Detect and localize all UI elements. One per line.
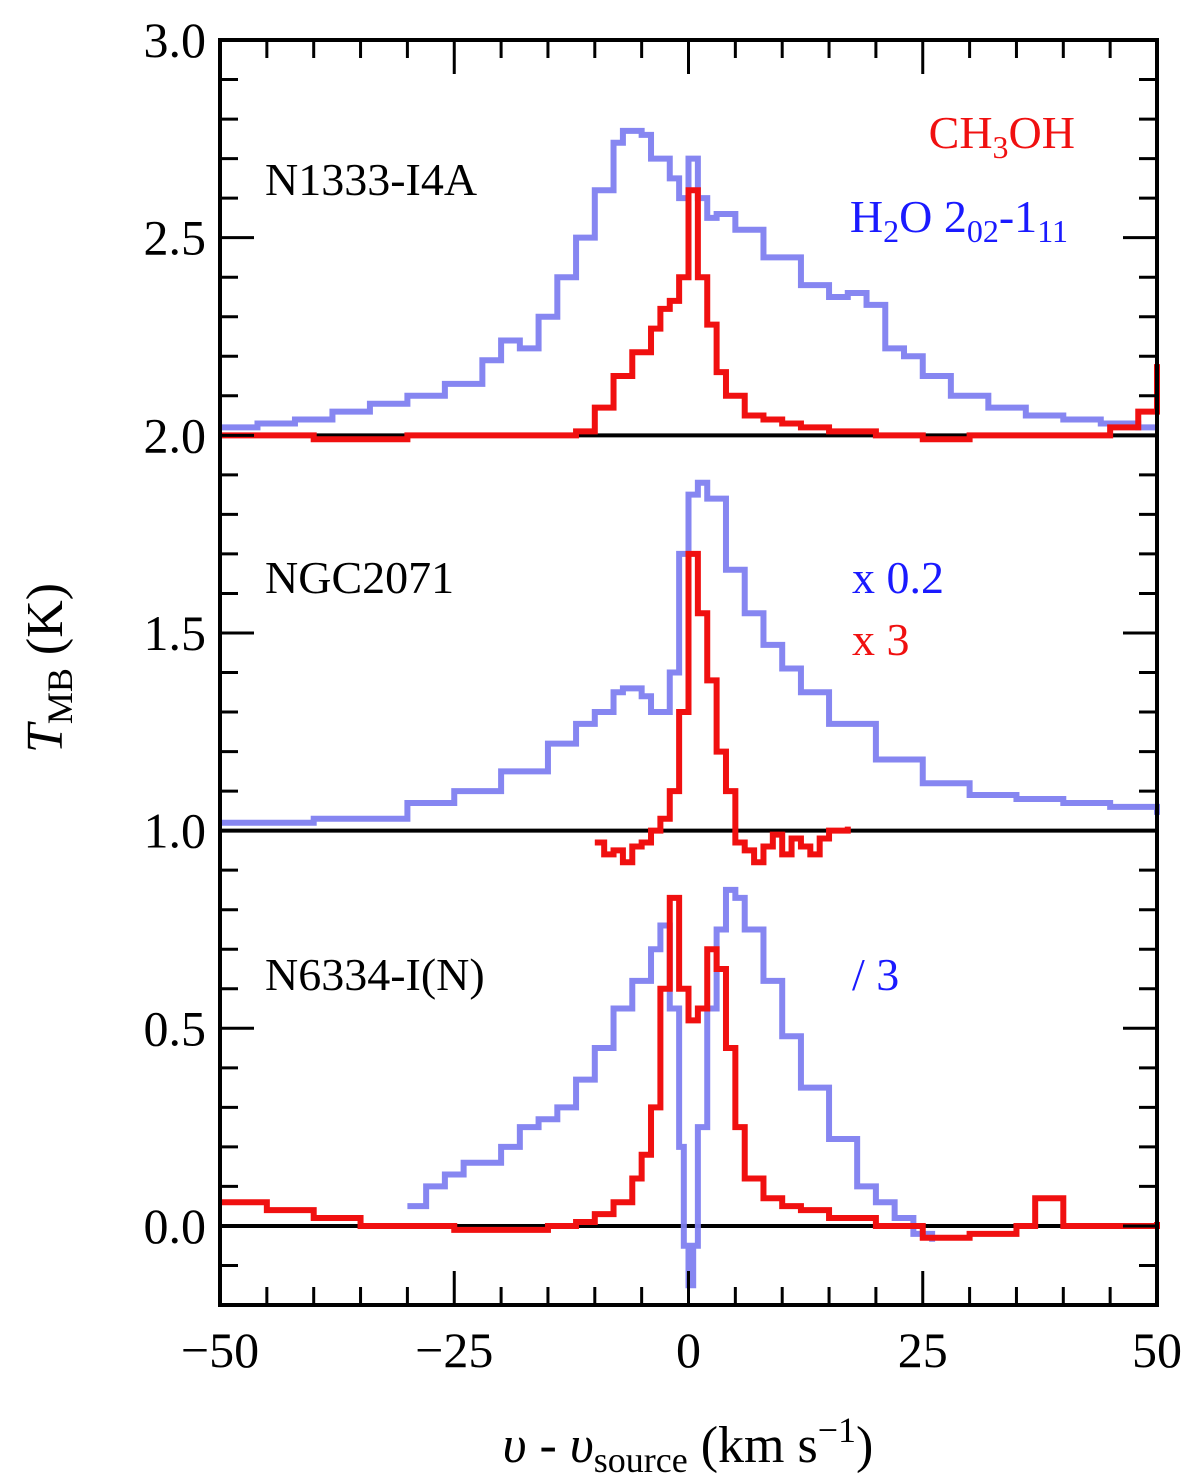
- legend-h2o: H2O 202-111: [850, 191, 1068, 249]
- x-axis-title-close: ): [856, 1417, 873, 1474]
- legend-ch3oh-a: CH: [929, 107, 993, 158]
- legend-h2o-b: O 2: [899, 191, 967, 242]
- series-1-h2o: [220, 479, 1160, 826]
- x-axis-title-unit: (km s: [688, 1417, 818, 1474]
- y-axis-title-main: T: [17, 721, 74, 753]
- series-0-h2o: [220, 127, 1157, 431]
- x-axis-title-sub: source: [594, 1440, 688, 1480]
- legend-h2o-sub3: 11: [1037, 213, 1068, 249]
- x-tick-label: 25: [898, 1322, 948, 1378]
- legend-ch3oh: CH3OH: [929, 107, 1075, 165]
- y-axis-title-sub: MB: [40, 668, 80, 724]
- annotations: N1333-I4A NGC2071 x 0.2 x 3 N6334-I(N) / 3: [265, 154, 944, 1000]
- series-0-ch3oh: [220, 187, 1160, 443]
- series-1-ch3oh: [594, 550, 851, 866]
- x-tick-label: 0: [676, 1322, 701, 1378]
- tick-labels: 0.0 0.5 1.0 1.5 2.0 2.5 3.0 −50 −25 0 25 50: [144, 12, 1183, 1378]
- y-tick-label: 3.0: [144, 12, 207, 68]
- series-layer: [220, 127, 1160, 1289]
- x-axis-title-main: υ - υ: [503, 1417, 594, 1474]
- legend-h2o-sub1: 2: [883, 213, 899, 249]
- panel-label: N1333-I4A: [265, 154, 477, 205]
- scale-note-ch3oh: x 3: [852, 614, 910, 665]
- plot-frame: [218, 38, 1159, 1307]
- legend-h2o-a: H: [850, 191, 883, 242]
- y-tick-label: 2.5: [144, 210, 207, 266]
- x-axis-title-sup: −1: [818, 1410, 856, 1450]
- legend-ch3oh-sub: 3: [993, 129, 1009, 165]
- y-tick-label: 1.0: [144, 803, 207, 859]
- legend-ch3oh-b: OH: [1009, 107, 1075, 158]
- legend-h2o-c: -1: [999, 191, 1037, 242]
- x-tick-label: −25: [415, 1322, 493, 1378]
- y-tick-label: 0.0: [144, 1198, 207, 1254]
- scale-note-h2o: x 0.2: [852, 552, 944, 603]
- panel-label: NGC2071: [265, 552, 454, 603]
- y-tick-label: 1.5: [144, 605, 207, 661]
- x-tick-label: 50: [1132, 1322, 1182, 1378]
- series-2-h2o: [407, 886, 936, 1289]
- y-axis-title-unit: (K): [17, 583, 74, 668]
- y-axis-title: TMB (K): [17, 583, 80, 753]
- y-tick-label: 2.0: [144, 407, 207, 463]
- y-tick-label: 0.5: [144, 1000, 207, 1056]
- panel-label: N6334-I(N): [265, 949, 485, 1000]
- x-axis-title: υ - υsource (km s−1): [503, 1410, 874, 1480]
- scale-note-h2o: / 3: [852, 949, 899, 1000]
- series-2-ch3oh: [220, 894, 1160, 1241]
- x-tick-label: −50: [181, 1322, 259, 1378]
- legend-h2o-sub2: 02: [967, 213, 999, 249]
